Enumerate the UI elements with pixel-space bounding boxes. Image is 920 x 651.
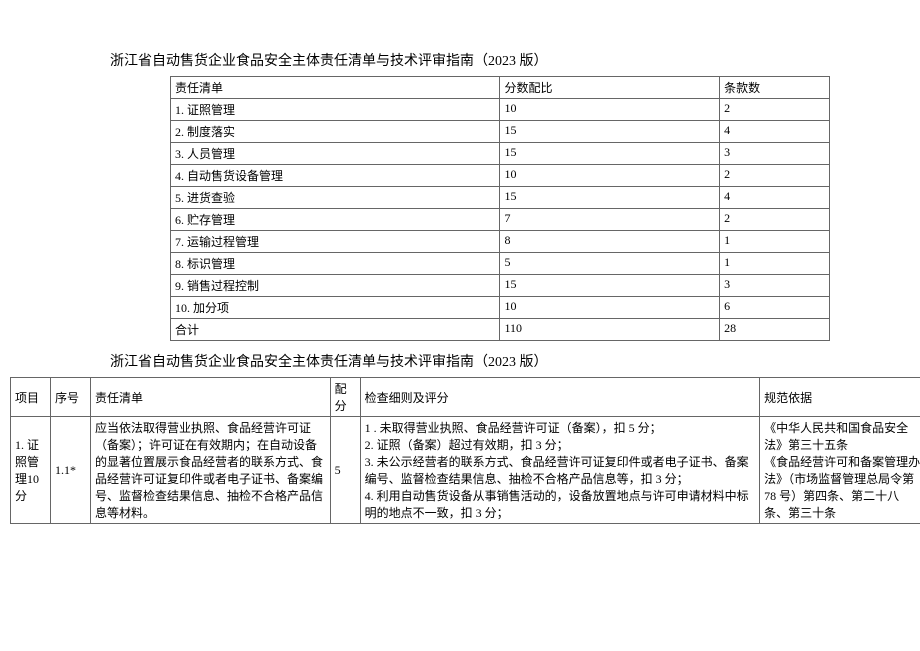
- cell-duty: 合计: [171, 319, 500, 341]
- table-row: 10. 加分项 10 6: [171, 297, 830, 319]
- cell-score: 5: [500, 253, 720, 275]
- dcell-score: 5: [330, 417, 360, 524]
- dheader-seq: 序号: [50, 378, 90, 417]
- dheader-project: 项目: [11, 378, 51, 417]
- cell-count: 2: [720, 209, 830, 231]
- cell-score: 7: [500, 209, 720, 231]
- cell-duty: 4. 自动售货设备管理: [171, 165, 500, 187]
- dcell-project: 1. 证照管理10 分: [11, 417, 51, 524]
- cell-duty: 8. 标识管理: [171, 253, 500, 275]
- cell-count: 4: [720, 121, 830, 143]
- detail-row: 1. 证照管理10 分 1.1* 应当依法取得营业执照、食品经营许可证（备案）；…: [11, 417, 920, 524]
- cell-count: 4: [720, 187, 830, 209]
- cell-score: 15: [500, 143, 720, 165]
- table-row: 1. 证照管理 10 2: [171, 99, 830, 121]
- cell-duty: 10. 加分项: [171, 297, 500, 319]
- cell-count: 1: [720, 253, 830, 275]
- rule-line: 2. 证照（备案）超过有效期，扣 3 分；: [365, 436, 756, 453]
- cell-count: 28: [720, 319, 830, 341]
- table-row: 9. 销售过程控制 15 3: [171, 275, 830, 297]
- basis-line: 《食品经营许可和备案管理办法》（市场监督管理总局令第 78 号）第四条、第二十八…: [764, 453, 920, 521]
- dheader-basis: 规范依据: [760, 378, 920, 417]
- table-row: 6. 贮存管理 7 2: [171, 209, 830, 231]
- cell-count: 3: [720, 275, 830, 297]
- dcell-rule: 1 . 未取得营业执照、食品经营许可证（备案），扣 5 分； 2. 证照（备案）…: [360, 417, 760, 524]
- cell-duty: 6. 贮存管理: [171, 209, 500, 231]
- page-title-2: 浙江省自动售货企业食品安全主体责任清单与技术评审指南（2023 版）: [110, 351, 910, 371]
- cell-duty: 3. 人员管理: [171, 143, 500, 165]
- header-duty: 责任清单: [171, 77, 500, 99]
- dheader-rule: 检查细则及评分: [360, 378, 760, 417]
- cell-duty: 1. 证照管理: [171, 99, 500, 121]
- dcell-basis: 《中华人民共和国食品安全法》第三十五条 《食品经营许可和备案管理办法》（市场监督…: [760, 417, 920, 524]
- dcell-duty: 应当依法取得营业执照、食品经营许可证（备案）；许可证在有效期内；在自动设备的显著…: [90, 417, 330, 524]
- cell-count: 1: [720, 231, 830, 253]
- dheader-duty: 责任清单: [90, 378, 330, 417]
- cell-score: 10: [500, 297, 720, 319]
- cell-count: 3: [720, 143, 830, 165]
- cell-count: 2: [720, 165, 830, 187]
- header-count: 条款数: [720, 77, 830, 99]
- table-header-row: 责任清单 分数配比 条款数: [171, 77, 830, 99]
- table-row: 8. 标识管理 5 1: [171, 253, 830, 275]
- table-row: 4. 自动售货设备管理 10 2: [171, 165, 830, 187]
- cell-count: 6: [720, 297, 830, 319]
- cell-score: 8: [500, 231, 720, 253]
- cell-duty: 9. 销售过程控制: [171, 275, 500, 297]
- cell-score: 10: [500, 165, 720, 187]
- cell-duty: 2. 制度落实: [171, 121, 500, 143]
- detail-header-row: 项目 序号 责任清单 配分 检查细则及评分 规范依据: [11, 378, 920, 417]
- basis-line: 《中华人民共和国食品安全法》第三十五条: [764, 419, 920, 453]
- cell-score: 15: [500, 187, 720, 209]
- table-row: 7. 运输过程管理 8 1: [171, 231, 830, 253]
- table-row: 5. 进货查验 15 4: [171, 187, 830, 209]
- rule-line: 1 . 未取得营业执照、食品经营许可证（备案），扣 5 分；: [365, 419, 756, 436]
- page-title: 浙江省自动售货企业食品安全主体责任清单与技术评审指南（2023 版）: [110, 50, 910, 70]
- table-total-row: 合计 110 28: [171, 319, 830, 341]
- cell-score: 15: [500, 121, 720, 143]
- cell-score: 10: [500, 99, 720, 121]
- table-row: 3. 人员管理 15 3: [171, 143, 830, 165]
- detail-table: 项目 序号 责任清单 配分 检查细则及评分 规范依据 1. 证照管理10 分 1…: [10, 377, 920, 524]
- cell-score: 15: [500, 275, 720, 297]
- summary-table: 责任清单 分数配比 条款数 1. 证照管理 10 2 2. 制度落实 15 4 …: [170, 76, 830, 341]
- rule-line: 4. 利用自动售货设备从事销售活动的，设备放置地点与许可申请材料中标明的地点不一…: [365, 487, 756, 521]
- cell-score: 110: [500, 319, 720, 341]
- dheader-score: 配分: [330, 378, 360, 417]
- dcell-seq: 1.1*: [50, 417, 90, 524]
- rule-line: 3. 未公示经营者的联系方式、食品经营许可证复印件或者电子证书、备案编号、监督检…: [365, 453, 756, 487]
- cell-duty: 7. 运输过程管理: [171, 231, 500, 253]
- header-score: 分数配比: [500, 77, 720, 99]
- cell-count: 2: [720, 99, 830, 121]
- table-row: 2. 制度落实 15 4: [171, 121, 830, 143]
- cell-duty: 5. 进货查验: [171, 187, 500, 209]
